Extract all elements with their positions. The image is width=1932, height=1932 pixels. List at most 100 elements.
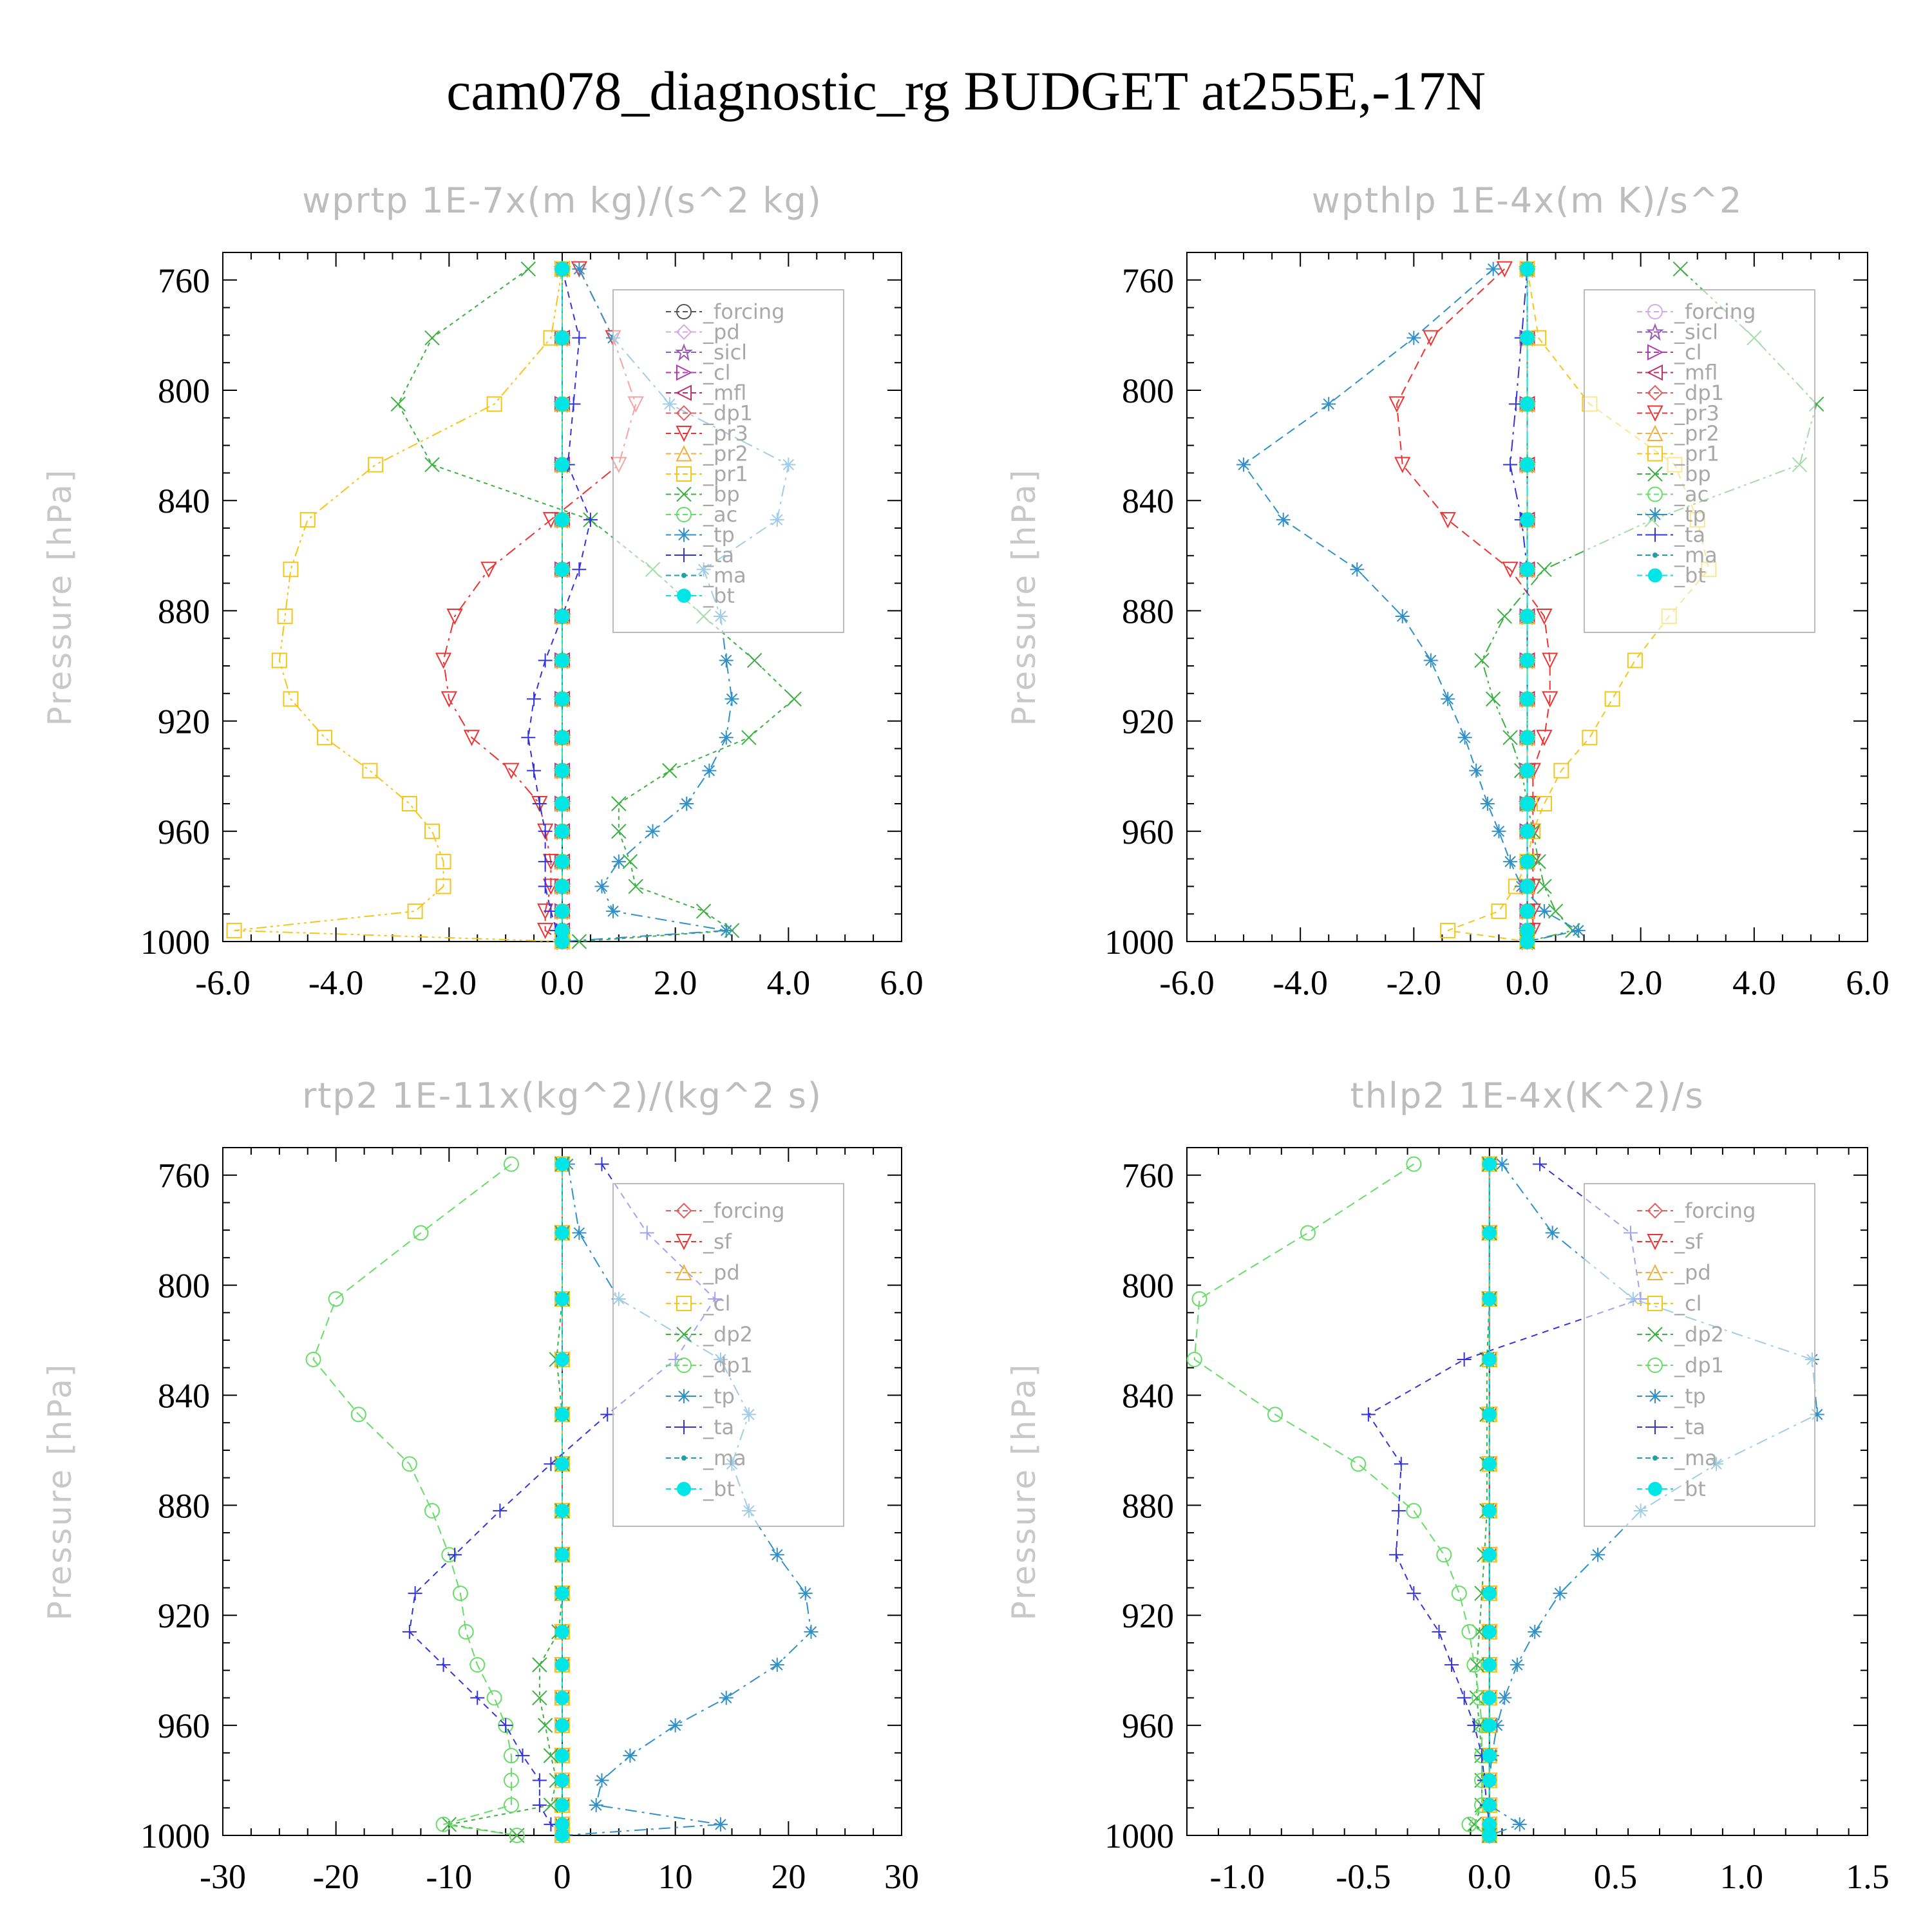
x-tick-label: 30 (884, 1857, 919, 1896)
data-point (628, 878, 643, 895)
y-tick-label: 920 (1122, 1596, 1174, 1635)
legend-marker (676, 405, 692, 421)
legend-marker (1648, 1389, 1662, 1403)
legend-entry: _sicl (1637, 320, 1718, 345)
data-point (1469, 763, 1484, 778)
data-point (1495, 1157, 1510, 1171)
legend-entry: _bp (666, 482, 740, 507)
legend-label: _mfl (703, 381, 746, 405)
legend-entry: _forcing (666, 299, 784, 324)
x-tick-label: 0.0 (540, 963, 584, 1002)
data-point (1482, 1457, 1497, 1472)
data-point (1482, 1798, 1497, 1813)
data-point (1350, 562, 1365, 577)
legend-marker (676, 324, 692, 340)
legend-entry: _dp2 (666, 1322, 753, 1347)
legend-marker (676, 304, 692, 319)
data-point (589, 1798, 603, 1813)
data-point (1503, 457, 1518, 472)
legend-label: _sf (1674, 1229, 1703, 1254)
data-point (350, 1406, 366, 1423)
data-point (1423, 330, 1439, 346)
data-point (271, 652, 287, 668)
legend-entry: _pd (1637, 1260, 1711, 1285)
legend-entry: _pr2 (666, 442, 748, 466)
data-point (555, 513, 569, 527)
data-point (1469, 1657, 1484, 1672)
data-point (543, 1748, 559, 1763)
data-point (1388, 396, 1405, 413)
panel-3: rtp2 1E-11x(kg^2)/(kg^2 s) Pressure [hPa]… (41, 1075, 919, 1896)
legend-label: _mfl (1674, 361, 1718, 385)
data-point (555, 1457, 569, 1472)
data-point (555, 457, 569, 472)
series-pr1 (226, 261, 570, 949)
data-point (1520, 330, 1535, 345)
data-point (770, 1548, 784, 1562)
legend-entry: _bp (1637, 462, 1711, 486)
data-point (555, 1624, 569, 1639)
y-tick-label: 800 (158, 372, 210, 410)
series-bt (1520, 261, 1535, 949)
data-point (1486, 261, 1501, 276)
data-point (1520, 923, 1535, 938)
data-point (1537, 878, 1552, 895)
legend-entry: _mfl (666, 381, 746, 405)
x-tick-label: 0 (554, 1857, 571, 1896)
legend: _forcing _sf _pd _cl _dp2 _dp1 _tp _ta _ma _bt (1584, 1183, 1815, 1527)
data-point (1482, 1407, 1497, 1422)
legend-entry: _ac (666, 502, 737, 527)
y-tick-label: 840 (158, 1376, 210, 1415)
data-point (532, 1657, 547, 1672)
data-point (1276, 513, 1291, 527)
data-point (1391, 1503, 1406, 1518)
series-line (527, 269, 591, 942)
legend-label: _ac (703, 502, 737, 527)
legend-entry: _ma (1637, 1446, 1718, 1470)
x-tick-label: -2.0 (422, 963, 477, 1002)
x-tick-label: 0.0 (1468, 1857, 1511, 1896)
legend-entry: _forcing (1637, 299, 1756, 324)
series-dp2 (441, 1156, 570, 1843)
y-tick-label: 760 (158, 1157, 210, 1195)
data-point (555, 609, 569, 623)
legend-entry: _bt (666, 1477, 735, 1501)
legend-label: _bt (1674, 1477, 1706, 1501)
legend-marker (676, 1264, 692, 1280)
data-point (555, 1157, 569, 1171)
legend-label: _pd (703, 320, 740, 345)
data-point (1300, 1225, 1316, 1241)
legend-label: _pr3 (1674, 401, 1719, 426)
legend-label: _cl (1674, 340, 1701, 365)
data-point (441, 1817, 457, 1832)
legend-entry: _dp2 (1637, 1322, 1724, 1347)
data-point (1439, 512, 1456, 529)
data-point (1537, 562, 1552, 577)
data-point (555, 1828, 569, 1842)
data-point (1485, 691, 1501, 707)
data-point (555, 934, 569, 949)
data-point (283, 691, 299, 707)
y-tick-label: 960 (158, 813, 210, 851)
legend-label: _dp1 (1674, 1353, 1724, 1378)
data-point (555, 1748, 569, 1763)
x-tick-label: 2.0 (654, 963, 697, 1002)
data-point (1520, 562, 1535, 577)
legend-entry: _forcing (1637, 1198, 1756, 1223)
data-point (509, 1828, 525, 1843)
data-point (719, 1690, 734, 1705)
legend-marker (1647, 466, 1663, 482)
y-axis-label: Pressure [hPa] (1005, 1363, 1043, 1621)
legend-label: _pr3 (703, 421, 748, 446)
data-point (1510, 1658, 1524, 1672)
data-point (719, 653, 734, 668)
legend-label: _cl (1674, 1291, 1701, 1316)
data-point (1520, 261, 1535, 276)
legend-label: _bt (703, 1477, 735, 1501)
data-point (480, 562, 497, 578)
data-point (446, 608, 463, 625)
legend-marker (1653, 553, 1658, 558)
legend-label: _dp2 (703, 1322, 753, 1347)
data-point (555, 797, 569, 811)
data-point (1406, 1586, 1421, 1601)
